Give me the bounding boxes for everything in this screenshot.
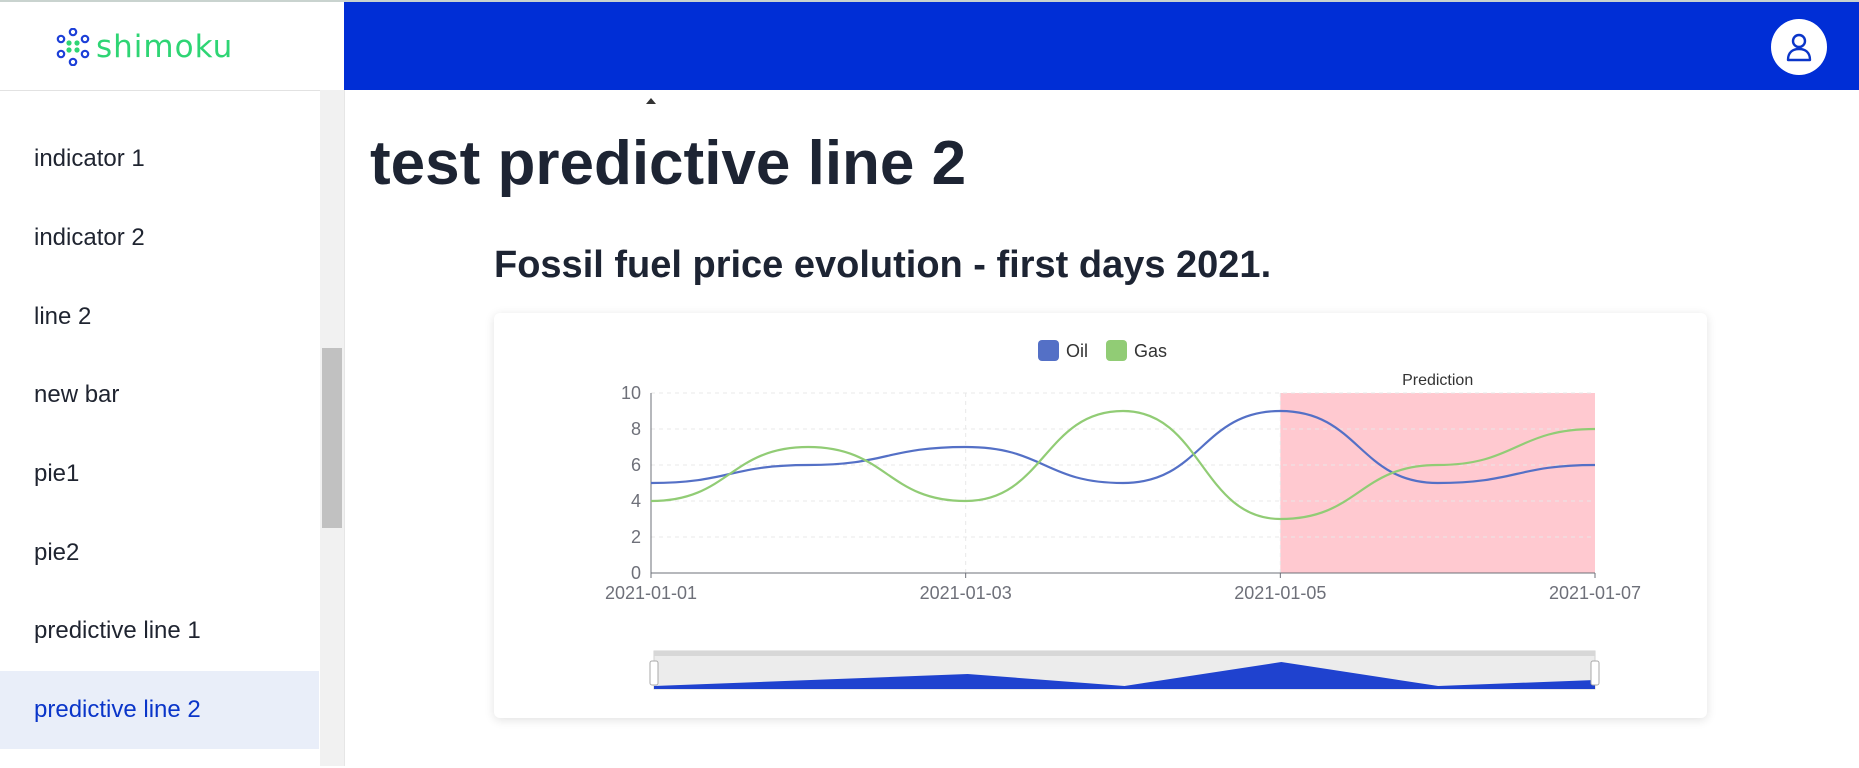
scrollbar-thumb[interactable] — [322, 348, 342, 528]
dots-logo-icon — [56, 28, 90, 66]
line-chart[interactable]: Prediction 0 2 4 6 8 10 2021-01-01 2021-01-03 202… — [494, 313, 1707, 718]
y-tick-label: 0 — [631, 563, 641, 583]
y-tick-label: 10 — [621, 383, 641, 403]
legend-label-oil[interactable]: Oil — [1066, 341, 1088, 361]
x-tick-label: 2021-01-07 — [1549, 583, 1641, 603]
sidebar-item-predictive-line-2[interactable]: predictive line 2 — [0, 671, 319, 749]
user-avatar-button[interactable] — [1771, 19, 1827, 75]
scroll-up-arrow-icon[interactable] — [646, 98, 656, 104]
window-top-border — [0, 0, 1859, 2]
x-tick-label: 2021-01-05 — [1234, 583, 1326, 603]
sidebar-item-predictive-line-1[interactable]: predictive line 1 — [0, 592, 319, 670]
chart-title: Fossil fuel price evolution - first days… — [494, 244, 1272, 286]
x-tick-label: 2021-01-03 — [920, 583, 1012, 603]
sidebar-item-label: pie2 — [34, 539, 80, 566]
sidebar-item-label: pie1 — [34, 460, 80, 487]
logo[interactable]: shimoku — [56, 28, 233, 66]
series-line-gas[interactable] — [650, 409, 1596, 521]
legend-swatch-oil[interactable] — [1038, 340, 1059, 361]
page-title: test predictive line 2 — [370, 129, 967, 198]
y-tick-label: 8 — [631, 419, 641, 439]
sidebar-item-label: predictive line 2 — [34, 696, 201, 723]
zoom-slider-left-handle[interactable] — [649, 660, 659, 686]
sidebar-item-label: new bar — [34, 381, 120, 408]
top-header — [344, 2, 1859, 90]
sidebar-item-line-2[interactable]: line 2 — [0, 278, 319, 356]
zoom-slider-right-handle[interactable] — [1590, 660, 1600, 686]
y-tick-label: 6 — [631, 455, 641, 475]
sidebar-item-indicator-2[interactable]: indicator 2 — [0, 199, 319, 277]
sidebar-divider — [0, 90, 344, 91]
chart-card: Prediction 0 2 4 6 8 10 2021-01-01 2021-01-03 202… — [494, 313, 1707, 718]
zoom-slider-topbar — [654, 651, 1595, 656]
x-tick-label: 2021-01-01 — [605, 583, 697, 603]
sidebar-item-label: line 2 — [34, 303, 92, 330]
y-tick-label: 2 — [631, 527, 641, 547]
sidebar-item-indicator-1[interactable]: indicator 1 — [0, 120, 319, 198]
sidebar-item-label: indicator 1 — [34, 145, 145, 172]
prediction-band-label: Prediction — [1402, 372, 1473, 389]
sidebar-item-pie2[interactable]: pie2 — [0, 514, 319, 592]
legend-swatch-gas[interactable] — [1106, 340, 1127, 361]
sidebar-item-label: predictive line 1 — [34, 617, 201, 644]
series-line-oil[interactable] — [650, 409, 1596, 485]
sidebar-item-label: indicator 2 — [34, 224, 145, 251]
sidebar-scrollbar[interactable] — [320, 90, 656, 766]
sidebar: shimoku indicator 1 indicator 2 line 2 n… — [0, 2, 345, 766]
legend-label-gas[interactable]: Gas — [1134, 341, 1167, 361]
logo-text: shimoku — [96, 29, 234, 65]
user-icon — [1786, 33, 1812, 62]
sidebar-nav: indicator 1 indicator 2 line 2 new bar p… — [0, 92, 319, 768]
sidebar-item-new-bar[interactable]: new bar — [0, 356, 319, 434]
y-tick-label: 4 — [631, 491, 641, 511]
zoom-slider-sparkline — [654, 662, 1595, 689]
sidebar-item-pie1[interactable]: pie1 — [0, 435, 319, 513]
